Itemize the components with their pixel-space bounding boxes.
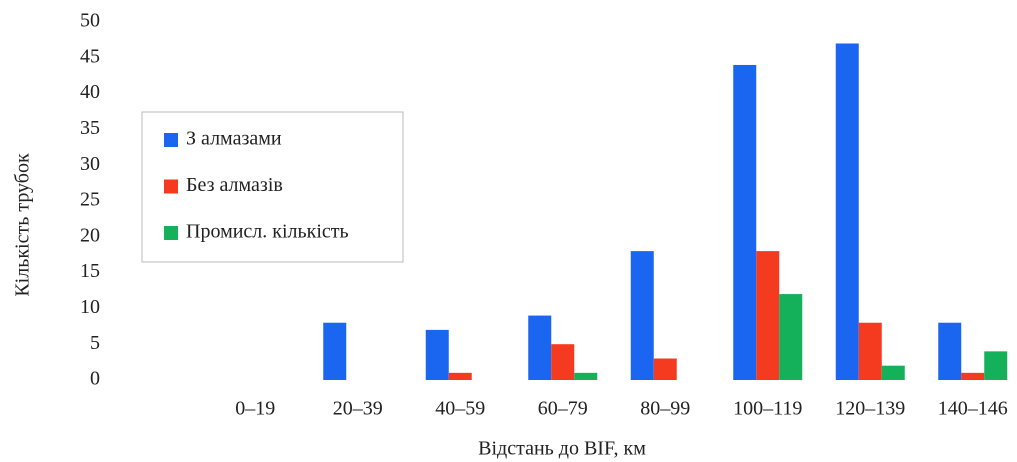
y-tick-label: 10	[80, 296, 100, 318]
y-tick-label: 15	[80, 260, 100, 282]
bar	[733, 64, 757, 381]
bar	[961, 372, 985, 380]
legend-swatch	[164, 133, 178, 147]
y-tick-label: 20	[80, 224, 100, 246]
y-tick-label: 0	[90, 368, 100, 390]
y-tick-label: 45	[80, 45, 100, 67]
y-tick-label: 5	[90, 332, 100, 354]
bar	[425, 329, 449, 380]
bar	[653, 358, 677, 380]
bar	[574, 372, 598, 380]
bar	[779, 294, 803, 380]
bar	[630, 251, 654, 380]
y-tick-label: 35	[80, 117, 100, 139]
bar	[448, 372, 472, 380]
y-tick-label: 30	[80, 153, 100, 175]
bar	[984, 351, 1008, 380]
x-tick-label: 60–79	[538, 398, 588, 420]
legend-label: Промисл. кількість	[186, 221, 349, 243]
legend-box	[141, 111, 404, 263]
y-tick-label: 40	[80, 81, 100, 103]
x-axis-title: Відстань до BIF, км	[478, 438, 646, 460]
x-tick-label: 140–146	[938, 398, 1008, 420]
x-tick-label: 80–99	[640, 398, 690, 420]
bar	[551, 344, 575, 380]
x-tick-label: 20–39	[333, 398, 383, 420]
x-tick-label: 120–139	[835, 398, 905, 420]
y-tick-label: 25	[80, 189, 100, 211]
legend-label: З алмазами	[186, 128, 282, 150]
x-tick-label: 100–119	[733, 398, 802, 420]
y-tick-label: 50	[80, 10, 100, 32]
x-tick-label: 0–19	[235, 398, 275, 420]
legend-swatch	[164, 226, 178, 240]
bar	[323, 322, 347, 380]
y-axis-title: Кількість трубок	[12, 153, 34, 297]
bar	[881, 365, 905, 380]
bar	[756, 251, 780, 380]
legend-swatch	[164, 179, 178, 194]
x-tick-label: 40–59	[435, 398, 485, 420]
bar	[938, 322, 962, 380]
legend-label: Без алмазів	[186, 174, 283, 196]
bar	[858, 322, 882, 380]
bar	[835, 43, 859, 380]
bar	[528, 315, 552, 380]
